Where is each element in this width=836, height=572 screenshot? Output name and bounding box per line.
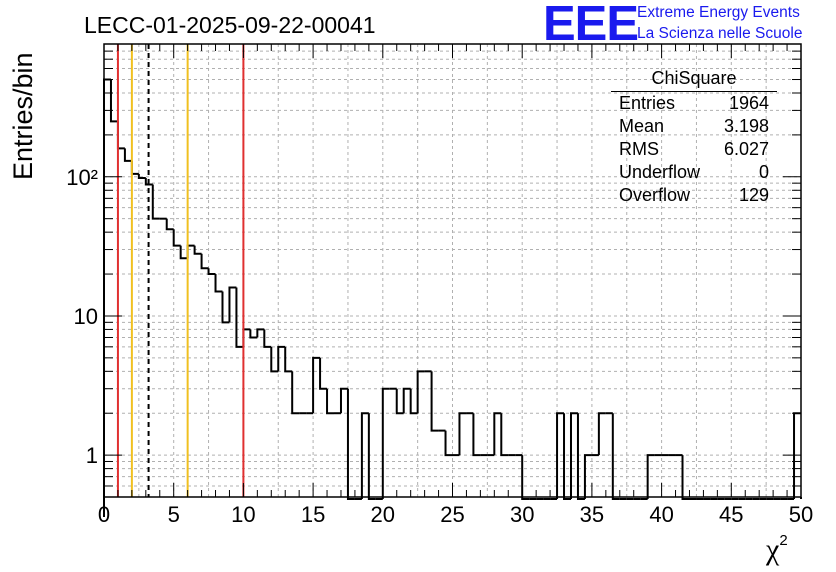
- histogram-bin: [221, 291, 230, 324]
- histogram-bin: [179, 245, 188, 260]
- histogram-bin: [277, 345, 286, 372]
- histogram-bin: [284, 346, 293, 373]
- histogram-bin: [367, 413, 376, 500]
- x-tick-label: 45: [719, 502, 743, 527]
- x-tick-label: 20: [371, 502, 395, 527]
- stats-label: Mean: [619, 116, 665, 136]
- stats-title: ChiSquare: [611, 66, 777, 92]
- x-tick-label: 30: [510, 502, 534, 527]
- histogram-bin: [291, 371, 300, 415]
- x-axis-label-symbol: χ: [766, 533, 780, 566]
- histogram-bin: [646, 454, 655, 499]
- histogram-bin: [395, 388, 404, 415]
- tick-labels: 0 5 10 15 20 25 30 35 40 45 50 1 10 10²: [66, 165, 813, 527]
- x-tick-label: 40: [649, 502, 673, 527]
- histogram-bin: [472, 413, 481, 457]
- histogram-bin: [256, 328, 265, 338]
- chart-title: LECC-01-2025-09-22-00041: [84, 12, 376, 38]
- y-tick-label: 10²: [66, 165, 98, 190]
- histogram-bin: [326, 388, 335, 415]
- histogram-bin: [556, 412, 565, 499]
- histogram-bin: [186, 244, 195, 259]
- stats-value: 1964: [728, 93, 769, 113]
- histogram-bin: [312, 356, 321, 414]
- histogram-bin: [144, 178, 153, 186]
- histogram-bin: [402, 387, 411, 414]
- axes: [103, 43, 802, 498]
- histogram-bin: [130, 160, 139, 175]
- histogram-bin: [172, 229, 181, 247]
- x-axis-label: χ2: [766, 532, 788, 567]
- histogram-bin: [611, 413, 620, 500]
- stats-box: ChiSquare Entries 1964 Mean 3.198 RMS 6.027…: [611, 66, 777, 207]
- x-tick-label: 25: [440, 502, 464, 527]
- histogram-bin: [270, 346, 279, 373]
- histogram-bin: [576, 413, 585, 500]
- histogram-bin: [109, 79, 118, 123]
- histogram-bin: [137, 173, 146, 180]
- histogram-bin: [319, 357, 328, 390]
- x-tick-label: 35: [580, 502, 604, 527]
- histogram-bin: [263, 329, 272, 348]
- stats-label: Underflow: [619, 162, 701, 182]
- histogram-bin: [235, 287, 244, 348]
- x-tick-label: 50: [789, 502, 813, 527]
- histogram-bin: [416, 370, 425, 414]
- histogram-bin: [151, 184, 160, 220]
- stats-label: RMS: [619, 139, 659, 159]
- histogram-bin: [681, 455, 690, 500]
- histogram-bin: [409, 388, 418, 415]
- histogram-bin: [339, 387, 348, 414]
- histogram-bin: [103, 78, 111, 517]
- reference-lines: [116, 44, 245, 497]
- histogram-bin: [123, 148, 132, 162]
- logo-line-2: La Scienza nelle Scuole: [637, 25, 803, 42]
- stats-value: 3.198: [723, 116, 769, 136]
- histogram-bin: [444, 430, 453, 457]
- histogram-bin: [242, 328, 251, 347]
- eee-logo: EEE: [543, 0, 639, 51]
- histogram-bin: [583, 454, 592, 499]
- stats-label: Overflow: [619, 185, 691, 205]
- stats-value: 129: [738, 185, 769, 205]
- histogram-bin: [200, 253, 209, 270]
- histogram-bin: [207, 268, 216, 276]
- x-tick-label: 15: [301, 502, 325, 527]
- histogram-bin: [228, 286, 237, 323]
- x-tick-label: 0: [98, 502, 110, 527]
- histogram-bin: [193, 245, 202, 255]
- stats-row: Mean 3.198: [611, 115, 777, 138]
- stats-row: RMS 6.027: [611, 138, 777, 161]
- grid: [103, 43, 802, 498]
- stats-label: Entries: [619, 93, 676, 113]
- histogram-bin: [563, 413, 571, 500]
- logo-line-1: Extreme Energy Events: [637, 4, 800, 21]
- histogram-bin: [521, 455, 530, 500]
- histogram-bin: [381, 387, 390, 499]
- histogram-bin: [500, 413, 509, 457]
- stats-value: 6.027: [723, 139, 769, 159]
- x-tick-label: 5: [168, 502, 180, 527]
- y-tick-label: 10: [74, 304, 98, 329]
- stats-row: Overflow 129: [611, 184, 777, 207]
- histogram-bin: [569, 412, 578, 499]
- histogram-bin: [360, 412, 369, 499]
- histogram-bin: [249, 329, 258, 339]
- stats-row: Entries 1964: [611, 92, 777, 115]
- y-axis-label: Entries/bin: [8, 52, 38, 180]
- x-axis-label-exponent: 2: [779, 532, 788, 549]
- histogram-bin: [214, 274, 223, 293]
- histogram-bin: [346, 388, 355, 500]
- histogram-bin: [597, 412, 606, 456]
- histogram-bin: [458, 412, 467, 456]
- x-tick-label: 10: [231, 502, 255, 527]
- histogram-bin: [165, 218, 174, 231]
- histogram-bin: [430, 371, 439, 432]
- histogram-bin: [493, 412, 502, 456]
- stats-value: 0: [758, 162, 769, 182]
- y-tick-label: 1: [86, 443, 98, 468]
- stats-row: Underflow 0: [611, 161, 777, 184]
